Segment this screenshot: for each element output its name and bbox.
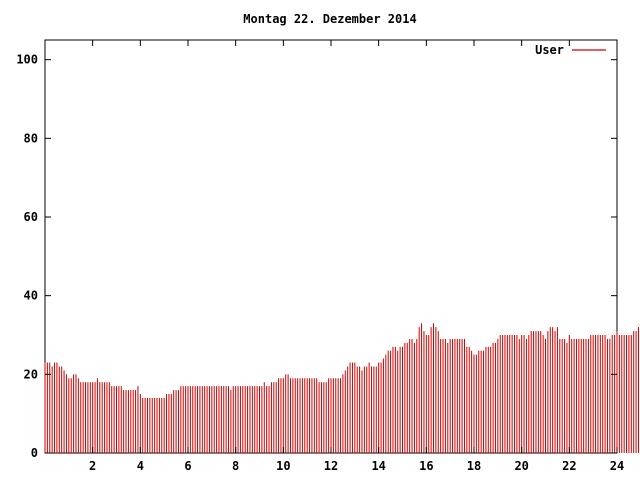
y-tick-label: 80 — [24, 131, 38, 145]
x-tick-label: 8 — [232, 459, 239, 473]
x-tick-label: 16 — [419, 459, 433, 473]
y-tick-label: 0 — [31, 446, 38, 460]
y-tick-label: 20 — [24, 367, 38, 381]
legend: User — [535, 43, 606, 57]
bar-series-user — [44, 323, 639, 453]
x-tick-label: 20 — [514, 459, 528, 473]
y-tick-label: 100 — [16, 53, 38, 67]
chart-title: Montag 22. Dezember 2014 — [243, 12, 416, 26]
y-tick-label: 60 — [24, 210, 38, 224]
legend-label: User — [535, 43, 564, 57]
x-tick-label: 2 — [89, 459, 96, 473]
x-tick-label: 18 — [467, 459, 481, 473]
x-tick-label: 6 — [184, 459, 191, 473]
y-tick-label: 40 — [24, 289, 38, 303]
x-tick-label: 24 — [610, 459, 624, 473]
x-axis: 2 4 6 8 10 12 14 16 18 20 22 24 — [89, 40, 624, 473]
x-tick-label: 14 — [371, 459, 385, 473]
x-tick-label: 4 — [137, 459, 144, 473]
x-tick-label: 12 — [324, 459, 338, 473]
x-tick-label: 22 — [562, 459, 576, 473]
x-tick-label: 10 — [276, 459, 290, 473]
y-axis: 0 20 40 60 80 100 — [16, 53, 617, 460]
